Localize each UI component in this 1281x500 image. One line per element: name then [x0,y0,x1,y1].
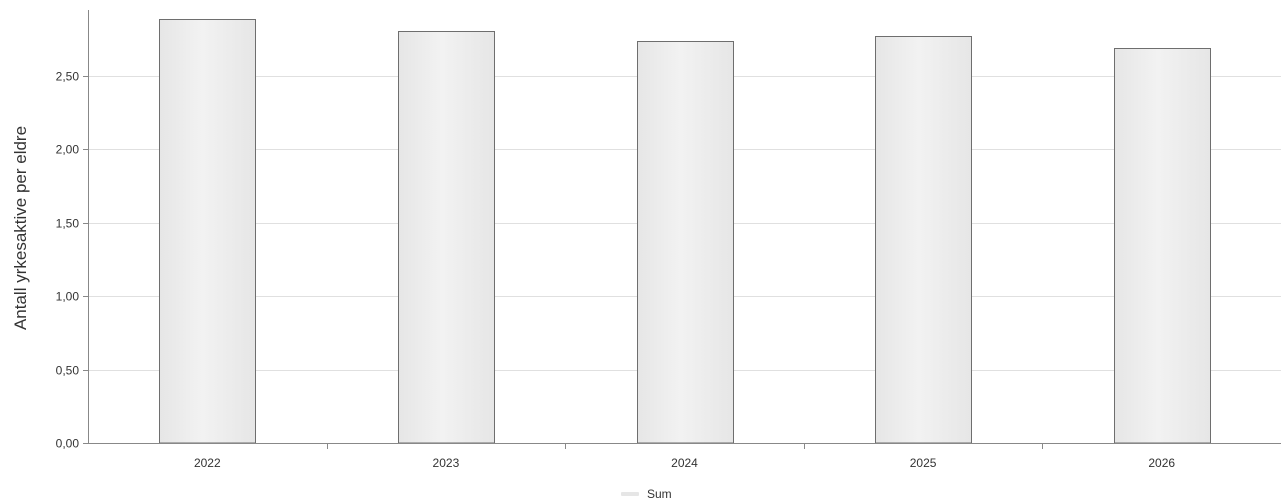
y-tick-label: 2,50 [56,70,80,84]
legend[interactable]: Sum [621,487,672,500]
y-tick-label: 0,50 [56,364,80,378]
bar-2023[interactable] [398,31,495,444]
bar-2026[interactable] [1114,48,1211,444]
bar-2024[interactable] [637,41,734,444]
axes [83,10,1281,449]
x-tick-label: 2026 [1148,456,1175,470]
tick-labels: 0,00 0,50 1,00 1,50 2,00 2,50 2022 2023 2024 2025… [56,70,1176,471]
legend-label-sum: Sum [647,487,672,500]
y-tick-label: 2,00 [56,143,80,157]
bar-2025[interactable] [875,36,972,444]
y-axis-title: Antall yrkesaktive per eldre [11,126,30,330]
bar-2022[interactable] [159,19,256,444]
bars [159,19,1211,444]
y-tick-label: 1,00 [56,290,80,304]
y-tick-label: 1,50 [56,217,80,231]
x-tick-label: 2025 [910,456,937,470]
legend-swatch-sum [621,492,639,496]
x-tick-label: 2023 [433,456,460,470]
y-tick-label: 0,00 [56,437,80,451]
x-tick-label: 2024 [671,456,698,470]
x-tick-label: 2022 [194,456,221,470]
